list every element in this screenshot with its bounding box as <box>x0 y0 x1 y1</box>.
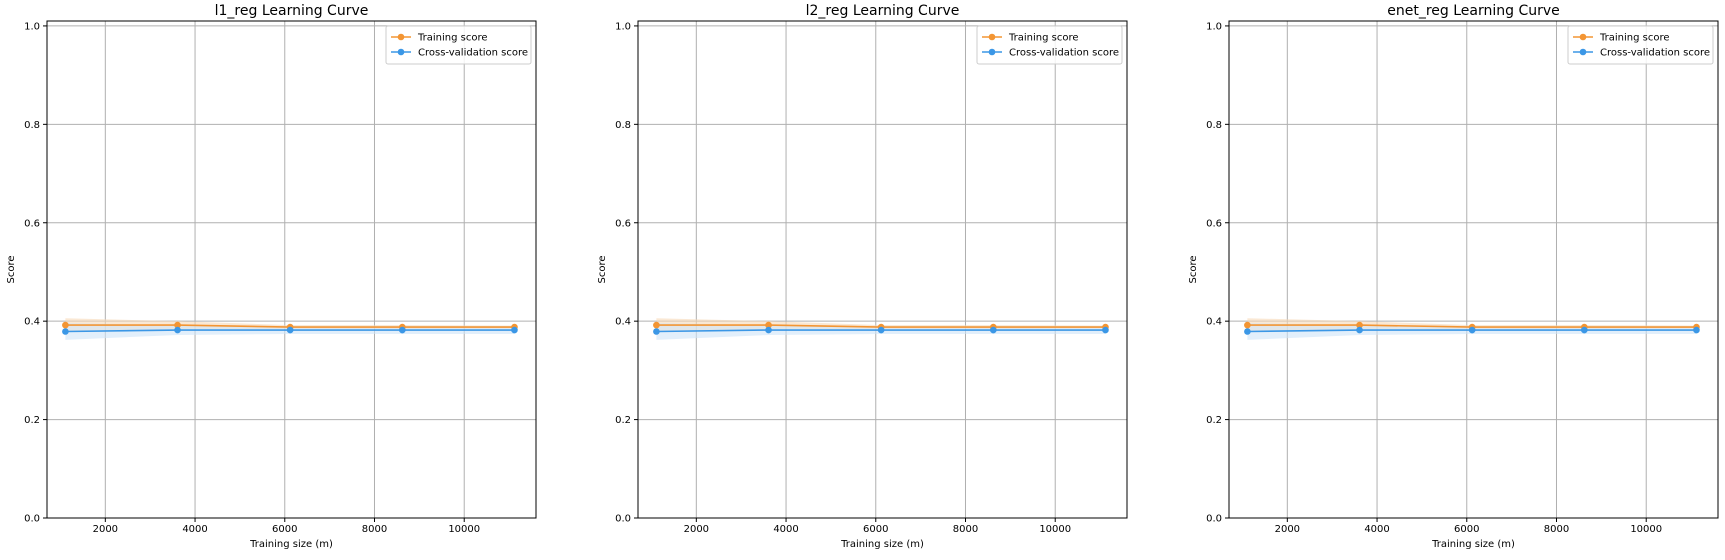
y-tick-label: 0.0 <box>24 514 40 525</box>
chart-title: enet_reg Learning Curve <box>1387 3 1560 19</box>
legend-label-training: Training score <box>1599 33 1670 44</box>
legend-marker-cv <box>397 48 405 56</box>
y-tick-label: 0.4 <box>1206 317 1222 328</box>
x-tick-label: 10000 <box>1039 524 1071 535</box>
legend-label-training: Training score <box>417 33 488 44</box>
chart-panel-2: 2000 4000 6000 8000 10000 0.0 0.2 0.4 0.6 0.8 1.0 l… <box>597 3 1128 550</box>
y-tick-label: 0.6 <box>1206 218 1222 229</box>
axes-frame <box>1228 20 1719 519</box>
y-tick-label: 0.4 <box>615 317 631 328</box>
data-point <box>1693 326 1700 334</box>
legend: Training score Cross-validation score <box>976 25 1123 65</box>
y-tick-label: 0.0 <box>615 514 631 525</box>
y-tick-label: 0.8 <box>1206 120 1222 131</box>
y-tick-label: 1.0 <box>1206 21 1222 32</box>
legend-label-cv: Cross-validation score <box>1600 48 1710 59</box>
data-point <box>1244 328 1251 335</box>
legend-marker-training <box>397 33 405 41</box>
y-axis-label: Score <box>1188 255 1199 283</box>
data-point <box>511 326 518 334</box>
legend: Training score Cross-validation score <box>385 25 532 65</box>
y-axis-label: Score <box>6 255 17 283</box>
legend-marker-cv <box>1579 48 1587 56</box>
x-tick-label: 10000 <box>448 524 480 535</box>
data-point <box>174 326 181 334</box>
x-tick-label: 8000 <box>1544 524 1569 535</box>
axes-frame <box>637 20 1128 519</box>
x-tick-label: 4000 <box>773 524 798 535</box>
chart-title: l1_reg Learning Curve <box>215 3 369 19</box>
axes-frame <box>46 20 537 519</box>
y-tick-label: 0.6 <box>615 218 631 229</box>
data-point <box>1581 326 1588 334</box>
data-point <box>1356 321 1363 329</box>
x-tick-label: 4000 <box>182 524 207 535</box>
legend-box <box>976 25 1123 65</box>
y-tick-label: 1.0 <box>615 21 631 32</box>
y-tick-label: 0.4 <box>24 317 40 328</box>
x-tick-label: 2000 <box>93 524 118 535</box>
data-point <box>1356 326 1363 334</box>
data-point <box>286 326 294 334</box>
data-point <box>62 321 69 329</box>
legend-marker-training <box>988 33 996 41</box>
data-point <box>653 321 660 329</box>
x-tick-label: 4000 <box>1364 524 1389 535</box>
data-point <box>1244 321 1251 329</box>
y-tick-label: 1.0 <box>24 21 40 32</box>
data-point <box>765 321 772 329</box>
data-point <box>1102 326 1109 334</box>
legend-box <box>385 25 532 65</box>
x-tick-label: 6000 <box>863 524 888 535</box>
data-point <box>1468 326 1476 334</box>
x-tick-label: 10000 <box>1630 524 1662 535</box>
chart-panel-1: 2000 4000 6000 8000 10000 0.0 0.2 0.4 0.6 0.8 1.0 l… <box>6 3 537 550</box>
x-tick-label: 8000 <box>362 524 387 535</box>
y-tick-label: 0.0 <box>1206 514 1222 525</box>
x-tick-label: 2000 <box>684 524 709 535</box>
legend-label-training: Training score <box>1008 33 1079 44</box>
chart-title: l2_reg Learning Curve <box>806 3 960 19</box>
y-tick-label: 0.2 <box>615 415 631 426</box>
x-axis-label: Training size (m) <box>249 539 333 550</box>
x-tick-label: 2000 <box>1275 524 1300 535</box>
data-point <box>990 326 997 334</box>
y-axis-label: Score <box>597 255 608 283</box>
legend-marker-cv <box>988 48 996 56</box>
y-tick-label: 0.6 <box>24 218 40 229</box>
legend-label-cv: Cross-validation score <box>1009 48 1119 59</box>
x-tick-label: 6000 <box>1454 524 1479 535</box>
data-point <box>62 328 69 335</box>
legend: Training score Cross-validation score <box>1567 25 1714 65</box>
data-point <box>399 326 406 334</box>
data-point <box>653 328 660 335</box>
data-point <box>765 326 772 334</box>
x-tick-label: 8000 <box>953 524 978 535</box>
legend-box <box>1567 25 1714 65</box>
y-tick-label: 0.2 <box>1206 415 1222 426</box>
y-tick-label: 0.8 <box>615 120 631 131</box>
chart-panel-3: 2000 4000 6000 8000 10000 0.0 0.2 0.4 0.6 0.8 1.0 e… <box>1188 3 1719 550</box>
data-point <box>877 326 885 334</box>
x-axis-label: Training size (m) <box>840 539 924 550</box>
legend-label-cv: Cross-validation score <box>418 48 528 59</box>
data-point <box>174 321 181 329</box>
x-tick-label: 6000 <box>272 524 297 535</box>
y-tick-label: 0.8 <box>24 120 40 131</box>
y-tick-label: 0.2 <box>24 415 40 426</box>
legend-marker-training <box>1579 33 1587 41</box>
x-axis-label: Training size (m) <box>1431 539 1515 550</box>
